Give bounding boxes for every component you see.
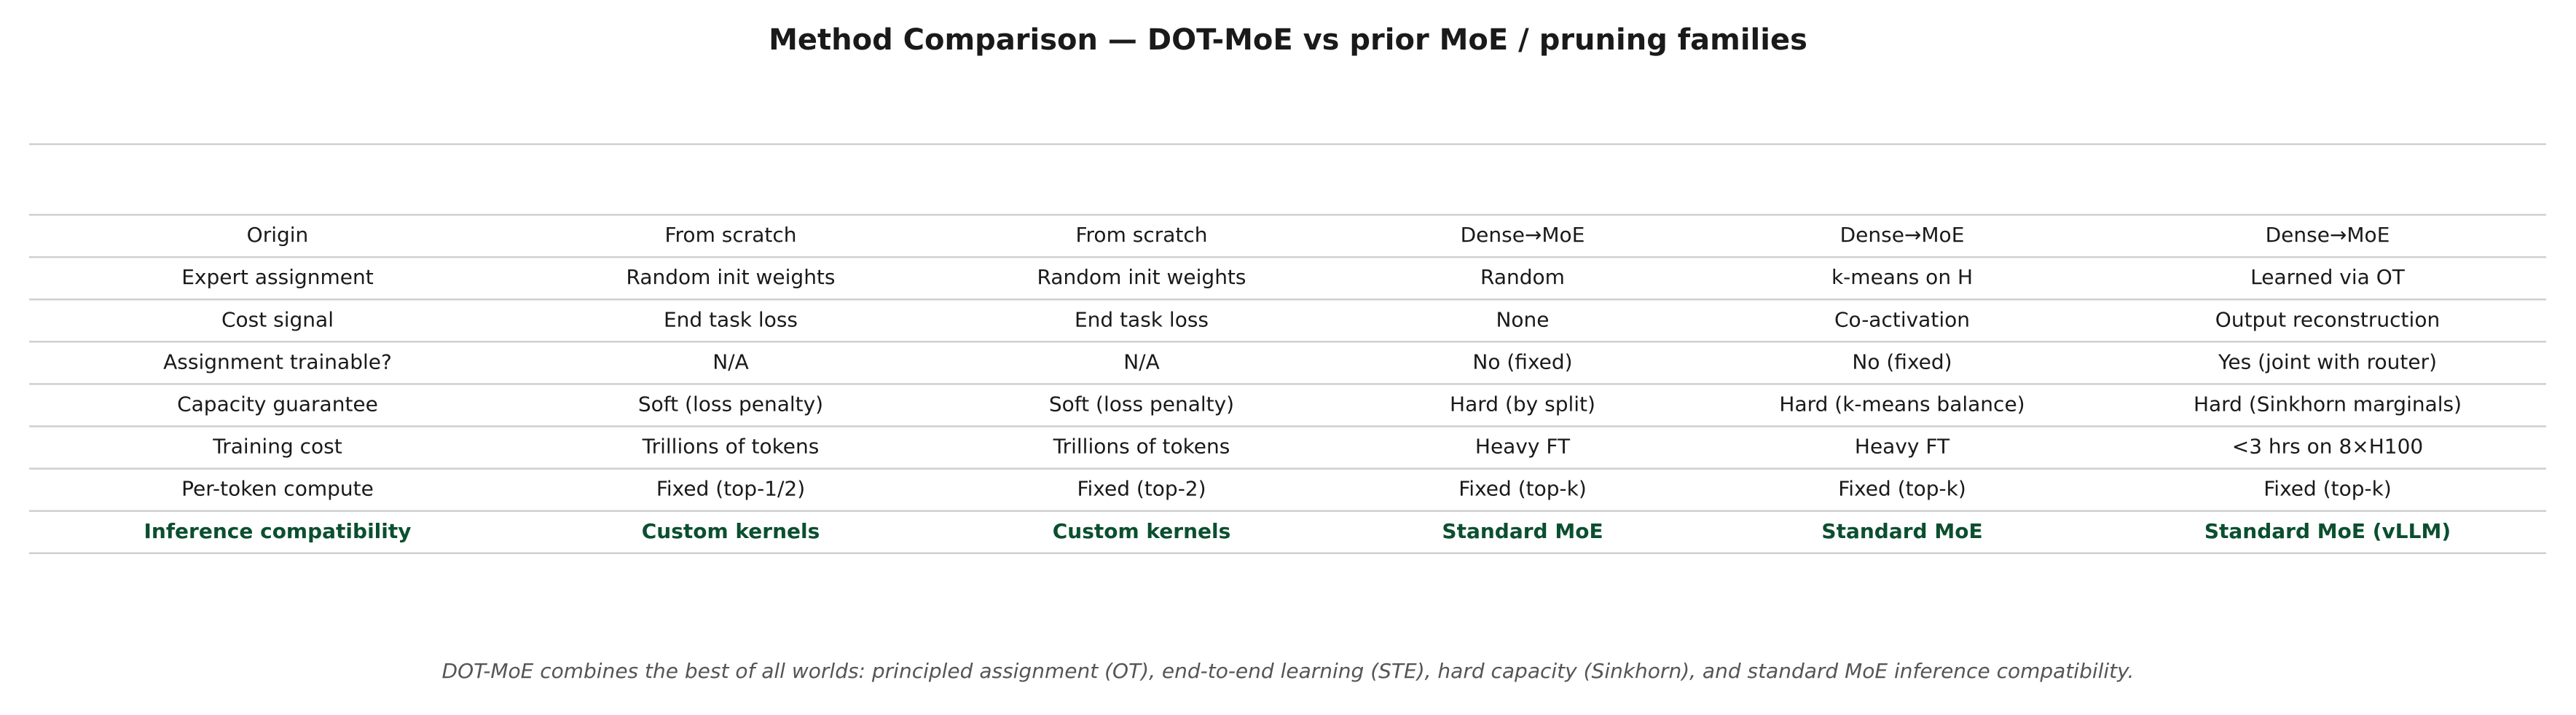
table-cell: Fixed (top-2) [1077,477,1206,501]
table-cell: Output reconstruction [2215,307,2440,331]
table-cell: k-means on H [1831,265,1973,289]
table-cell: Soft (loss penalty) [638,392,823,416]
table-cell: None [1496,307,1549,331]
table-cell: Standard MoE (vLLM) [2204,519,2451,543]
table-cell: Fixed (top-1/2) [656,477,805,501]
table-cell: Standard MoE [1821,519,1982,543]
table-cell: Cost signal [221,307,334,331]
table-cell: Co-activation [1834,307,1970,331]
table-cell: Dense→MoE [1840,223,1965,247]
table-cell: No (fixed) [1852,349,1952,374]
table-cell: Custom kernels [1053,519,1231,543]
table-cell: Assignment trainable? [163,349,392,374]
table-cell: From scratch [664,223,796,247]
table-cell: Dense→MoE [2266,223,2390,247]
table-cell: Learned via OT [2250,265,2406,289]
table-cell: Soft (loss penalty) [1049,392,1234,416]
table-cell: Capacity guarantee [177,392,378,416]
table-cell: Fixed (top-k) [2263,477,2392,501]
table-cell: Origin [247,223,309,247]
table-cell: <3 hrs on 8×H100 [2232,435,2423,459]
table-cell: Dense→MoE [1461,223,1585,247]
table-cell: Trillions of tokens [642,435,820,459]
table-cell: End task loss [664,307,798,331]
table-cell: Heavy FT [1855,435,1950,459]
table-cell: Per-token compute [181,477,374,501]
table-cell: Random init weights [1037,265,1246,289]
table-cell: Training cost [212,435,342,459]
table-cell: No (fixed) [1472,349,1572,374]
table-cell: Hard (Sinkhorn marginals) [2194,392,2462,416]
title: Method Comparison — DOT-MoE vs prior MoE… [769,23,1807,57]
table-cell: From scratch [1075,223,1207,247]
table-cell: Standard MoE [1442,519,1603,543]
table-cell: N/A [712,349,749,374]
footnote: DOT-MoE combines the best of all worlds:… [442,659,2135,683]
table-cell: Random init weights [627,265,836,289]
table-cell: Hard (k-means balance) [1779,392,2025,416]
table-cell: Yes (joint with router) [2218,349,2437,374]
table-cell: Inference compatibility [144,519,412,543]
table-cell: Expert assignment [181,265,374,289]
table-cell: N/A [1123,349,1160,374]
table-cell: Fixed (top-k) [1458,477,1587,501]
table-cell: Random [1480,265,1565,289]
table-cell: Heavy FT [1475,435,1571,459]
table-cell: Custom kernels [642,519,820,543]
table-cell: End task loss [1075,307,1209,331]
table-cell: Trillions of tokens [1053,435,1230,459]
table-cell: Fixed (top-k) [1838,477,1966,501]
table-cell: Hard (by split) [1450,392,1595,416]
